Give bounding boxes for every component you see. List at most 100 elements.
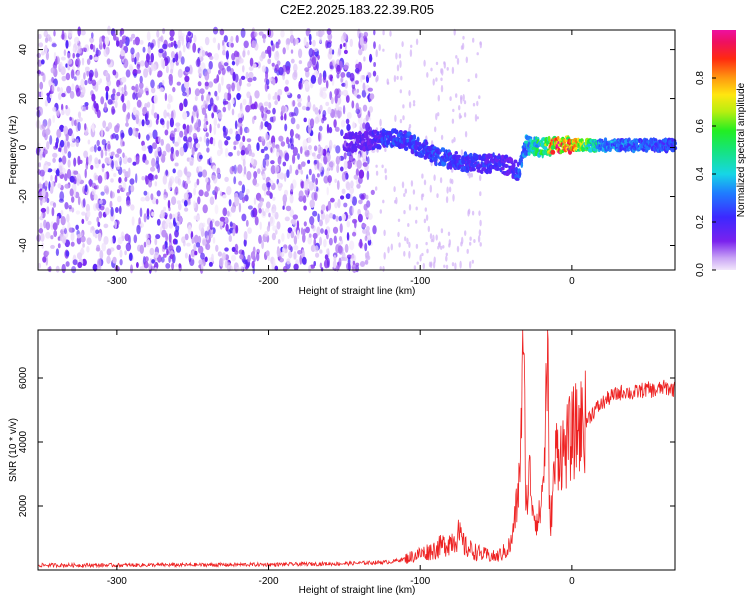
spectrogram-cell xyxy=(61,235,67,244)
spectrogram-cell xyxy=(235,133,241,142)
spectrogram-cell xyxy=(194,88,200,97)
spectrogram-cell xyxy=(326,28,332,35)
spectrogram-cell xyxy=(479,41,482,49)
spectrogram-cell xyxy=(310,223,315,229)
spectrogram-cell xyxy=(139,39,144,45)
spectrogram-cell xyxy=(239,254,244,260)
spectrogram-cell xyxy=(466,248,469,254)
spectrogram-cell xyxy=(218,139,223,150)
spectrogram-cell xyxy=(453,28,456,36)
spectrogram-cell xyxy=(358,169,365,179)
spectrogram-cell xyxy=(342,257,348,262)
spectrogram-cell xyxy=(346,232,350,241)
spectrogram-cell xyxy=(77,121,81,132)
spectrogram-cell xyxy=(448,186,452,193)
spectrogram-cell xyxy=(434,126,437,133)
spectrogram-cell xyxy=(64,183,70,189)
spectrogram-cell xyxy=(251,152,255,158)
spectrogram-cell xyxy=(161,229,167,238)
spectrogram-cell xyxy=(143,261,149,269)
spectrogram-cell xyxy=(139,266,145,271)
spectrogram-cell xyxy=(176,200,181,205)
spectrogram-cell xyxy=(75,53,80,58)
spectrogram-cell xyxy=(40,59,45,65)
spectrogram-cell xyxy=(107,122,113,130)
spectrogram-cell xyxy=(352,260,356,265)
spectrogram-cell xyxy=(247,77,253,83)
spectrogram-cell xyxy=(338,236,343,242)
spectrogram-cell xyxy=(114,100,118,108)
spectrogram-cell xyxy=(368,106,374,113)
spectrogram-cell xyxy=(211,112,215,119)
spectrogram-cell xyxy=(73,187,77,198)
spectrogram-cell xyxy=(82,243,85,248)
spectrogram-cell xyxy=(384,147,387,152)
spectrogram-cell xyxy=(221,76,224,86)
spectrogram-cell xyxy=(361,223,367,228)
spectrogram-cell xyxy=(38,162,41,168)
spectrogram-cell xyxy=(194,250,198,256)
spectrogram-cell xyxy=(469,241,472,246)
spectrogram-cell xyxy=(389,30,392,37)
spectrogram-cell xyxy=(297,163,301,170)
spectrogram-cell xyxy=(240,265,244,272)
spectrogram-cell xyxy=(463,112,467,118)
spectrogram-cell xyxy=(184,66,190,73)
spectrogram-cell xyxy=(406,131,412,136)
spectrogram-cell xyxy=(219,190,223,197)
spectrogram-cell xyxy=(271,208,276,217)
spectrogram-cell xyxy=(205,243,211,251)
spectrogram-cell xyxy=(242,98,247,106)
spectrogram-cell xyxy=(167,103,171,110)
spectrogram-cell xyxy=(316,61,319,71)
spectrogram-cell xyxy=(130,184,135,193)
spectrogram-cell xyxy=(367,87,373,92)
spectrogram-cell xyxy=(258,234,262,244)
spectrogram-cell xyxy=(177,136,181,145)
spectrogram-cell xyxy=(458,105,461,111)
spectrogram-cell xyxy=(93,56,99,61)
spectrogram-cell xyxy=(231,82,236,92)
spectrogram-cell xyxy=(262,211,266,217)
spectrogram-cell xyxy=(69,116,72,121)
spectrogram-cell xyxy=(187,136,193,143)
spectrogram-cell xyxy=(524,140,529,144)
spectrogram-cell xyxy=(129,65,134,72)
spectrogram-cell xyxy=(330,197,335,203)
spectrogram-cell xyxy=(124,233,130,242)
spectrogram-cell xyxy=(205,51,208,56)
spectrogram-cell xyxy=(403,210,406,215)
spectrogram-cell xyxy=(226,136,231,141)
spectrogram-cell xyxy=(128,167,131,178)
spectrogram-cell xyxy=(75,224,79,230)
spectrogram-cell xyxy=(243,231,248,241)
spectrogram-cell xyxy=(344,80,348,89)
spectrogram-cell xyxy=(186,179,191,184)
spectrogram-cell xyxy=(308,181,314,191)
spectrogram-cell xyxy=(177,39,181,49)
spectrogram-cell xyxy=(197,171,203,178)
spectrogram-cell xyxy=(286,136,290,145)
spectrogram-cell xyxy=(169,117,174,128)
spectrogram-cell xyxy=(515,177,520,181)
spectrogram-cell xyxy=(201,169,208,178)
spectrogram-cell xyxy=(269,216,274,224)
spectrogram-cell xyxy=(452,193,455,202)
spectrogram-frame xyxy=(37,29,676,271)
spectrogram-cell xyxy=(365,122,371,132)
spectrogram-cell xyxy=(72,52,75,59)
spectrogram-cell xyxy=(253,31,258,37)
spectrogram-cell xyxy=(142,106,148,115)
spectrogram-cell xyxy=(224,247,229,252)
spectrogram-cell xyxy=(262,158,266,169)
spectrogram-cell xyxy=(110,178,114,183)
spectrogram-cell xyxy=(328,212,334,219)
spectrogram-cell xyxy=(404,188,407,194)
spectrogram-cell xyxy=(227,229,232,235)
spectrogram-cell xyxy=(124,36,130,47)
spectrogram-cell xyxy=(212,165,217,172)
spectrogram-cell xyxy=(308,48,314,58)
spectrogram-cell xyxy=(342,89,348,97)
spectrogram-cell xyxy=(455,93,458,98)
spectrogram-cell xyxy=(91,79,97,86)
